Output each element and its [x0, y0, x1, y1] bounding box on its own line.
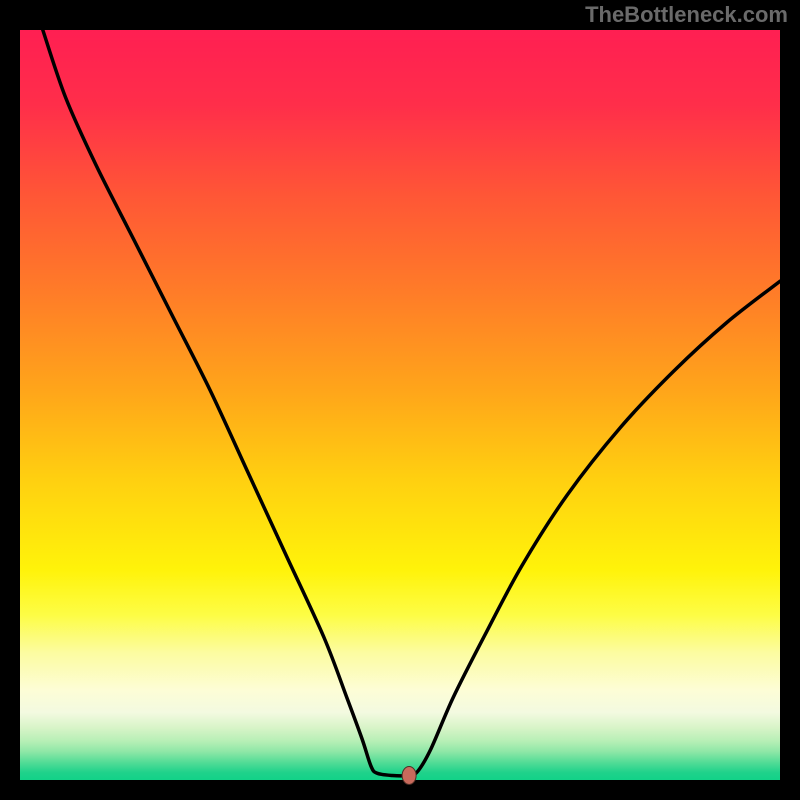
chart-container: TheBottleneck.com [0, 0, 800, 800]
bottleneck-chart [0, 0, 800, 800]
watermark-label: TheBottleneck.com [585, 2, 788, 28]
optimal-point-marker [402, 767, 416, 785]
plot-background [20, 30, 780, 780]
